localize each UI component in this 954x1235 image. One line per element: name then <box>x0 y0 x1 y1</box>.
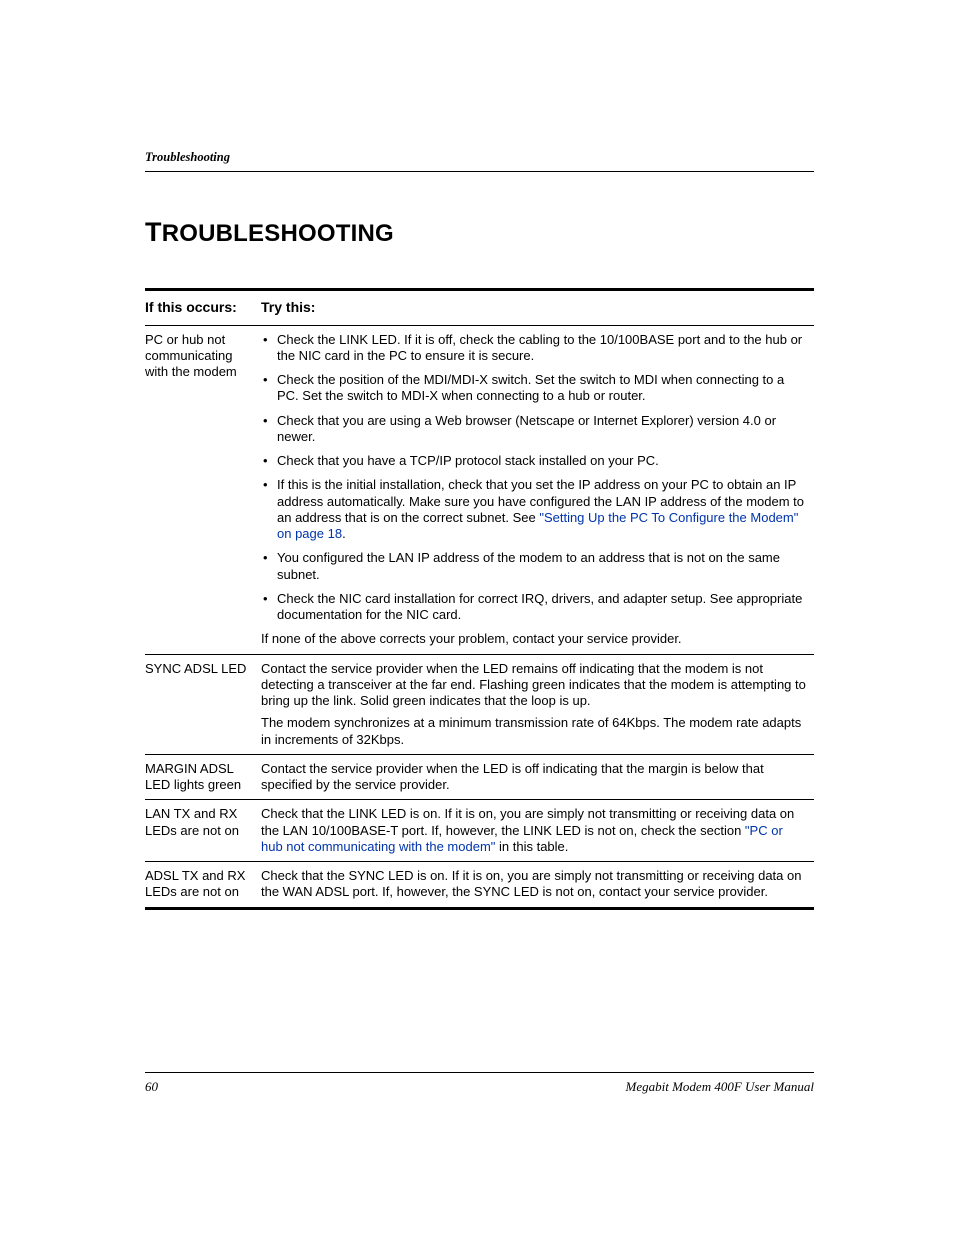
text: . <box>342 526 346 541</box>
cell-try: Contact the service provider when the LE… <box>261 654 814 754</box>
text: Contact the service provider when the LE… <box>261 761 808 794</box>
th-if-this-occurs: If this occurs: <box>145 290 261 326</box>
text: Check that the LINK LED is on. If it is … <box>261 806 808 855</box>
text: in this table. <box>495 839 568 854</box>
table-row: LAN TX and RX LEDs are not on Check that… <box>145 800 814 862</box>
cell-try: Check the LINK LED. If it is off, check … <box>261 325 814 654</box>
cell-try: Contact the service provider when the LE… <box>261 754 814 800</box>
page-number: 60 <box>145 1079 158 1095</box>
text: The modem synchronizes at a minimum tran… <box>261 715 808 748</box>
text: Check that the LINK LED is on. If it is … <box>261 806 794 837</box>
troubleshooting-table: If this occurs: Try this: PC or hub not … <box>145 288 814 910</box>
list-item: Check that you are using a Web browser (… <box>261 413 808 446</box>
list-item: Check the position of the MDI/MDI-X swit… <box>261 372 808 405</box>
cell-try: Check that the LINK LED is on. If it is … <box>261 800 814 862</box>
table-row: SYNC ADSL LED Contact the service provid… <box>145 654 814 754</box>
cell-if: ADSL TX and RX LEDs are not on <box>145 862 261 909</box>
table-row: ADSL TX and RX LEDs are not on Check tha… <box>145 862 814 909</box>
list-item: You configured the LAN IP address of the… <box>261 550 808 583</box>
list-item: Check that you have a TCP/IP protocol st… <box>261 453 808 469</box>
list-item: If this is the initial installation, che… <box>261 477 808 542</box>
doc-title: Megabit Modem 400F User Manual <box>626 1079 814 1095</box>
bullet-list: Check the LINK LED. If it is off, check … <box>261 332 808 624</box>
page-footer: 60 Megabit Modem 400F User Manual <box>145 1072 814 1095</box>
th-try-this: Try this: <box>261 290 814 326</box>
cell-if: SYNC ADSL LED <box>145 654 261 754</box>
text: Contact the service provider when the LE… <box>261 661 808 710</box>
text: Check that the SYNC LED is on. If it is … <box>261 868 808 901</box>
page-title: TROUBLESHOOTING <box>145 217 814 248</box>
list-item: Check the LINK LED. If it is off, check … <box>261 332 808 365</box>
cell-if: MARGIN ADSL LED lights green <box>145 754 261 800</box>
cell-try: Check that the SYNC LED is on. If it is … <box>261 862 814 909</box>
running-header: Troubleshooting <box>145 150 814 172</box>
title-rest: ROUBLESHOOTING <box>162 220 394 247</box>
page: Troubleshooting TROUBLESHOOTING If this … <box>0 0 954 1235</box>
after-text: If none of the above corrects your probl… <box>261 631 808 647</box>
title-first-letter: T <box>145 217 162 247</box>
cell-if: LAN TX and RX LEDs are not on <box>145 800 261 862</box>
table-row: PC or hub not communicating with the mod… <box>145 325 814 654</box>
list-item: Check the NIC card installation for corr… <box>261 591 808 624</box>
cell-if: PC or hub not communicating with the mod… <box>145 325 261 654</box>
table-row: MARGIN ADSL LED lights green Contact the… <box>145 754 814 800</box>
